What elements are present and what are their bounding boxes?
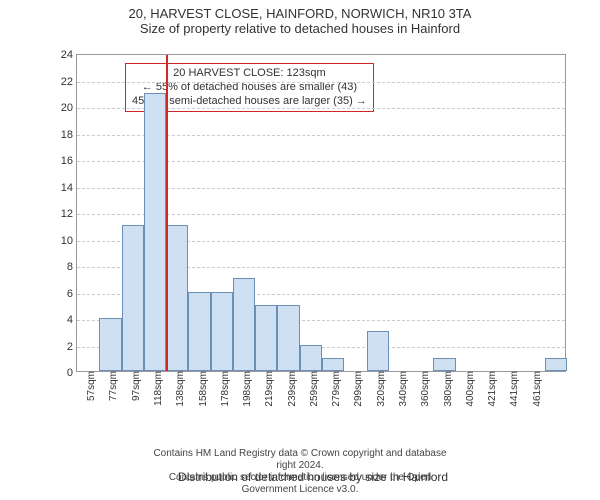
histogram-bar xyxy=(188,292,210,372)
histogram-bar xyxy=(211,292,233,372)
x-tick-label: 259sqm xyxy=(307,371,320,407)
histogram-bar xyxy=(144,93,166,371)
x-tick-label: 461sqm xyxy=(530,371,543,407)
histogram-bar xyxy=(255,305,277,371)
x-tick-label: 118sqm xyxy=(151,371,164,406)
x-tick-label: 380sqm xyxy=(441,371,454,407)
plot-area: 20 HARVEST CLOSE: 123sqm ← 55% of detach… xyxy=(76,54,566,372)
histogram-bar xyxy=(122,225,144,371)
histogram-bar xyxy=(367,331,389,371)
histogram-bar xyxy=(545,358,567,371)
x-tick-label: 219sqm xyxy=(262,371,275,407)
y-tick-label: 18 xyxy=(61,129,73,141)
x-tick-label: 360sqm xyxy=(418,371,431,407)
y-tick-label: 16 xyxy=(61,155,73,167)
y-tick-label: 6 xyxy=(67,288,73,300)
x-tick-label: 138sqm xyxy=(173,371,186,407)
histogram-chart: Number of detached properties 20 HARVEST… xyxy=(48,46,578,426)
histogram-bar xyxy=(322,358,344,371)
histogram-bar xyxy=(99,318,121,371)
gridline xyxy=(77,82,565,83)
y-tick-label: 0 xyxy=(67,367,73,379)
reference-line xyxy=(166,55,168,371)
histogram-bar xyxy=(233,278,255,371)
histogram-bar xyxy=(166,225,188,371)
x-tick-label: 239sqm xyxy=(285,371,298,407)
footer-line2: Contains public sector information licen… xyxy=(150,472,450,496)
y-tick-label: 20 xyxy=(61,102,73,114)
x-tick-label: 178sqm xyxy=(218,371,231,407)
page-title-desc: Size of property relative to detached ho… xyxy=(0,21,600,36)
histogram-bar xyxy=(433,358,455,371)
histogram-bar xyxy=(300,345,322,372)
histogram-bar xyxy=(277,305,299,371)
y-tick-label: 12 xyxy=(61,208,73,220)
x-tick-label: 77sqm xyxy=(106,371,119,401)
x-tick-label: 400sqm xyxy=(463,371,476,407)
y-tick-label: 4 xyxy=(67,314,73,326)
x-tick-label: 299sqm xyxy=(351,371,364,407)
footer-attribution: Contains HM Land Registry data © Crown c… xyxy=(150,448,450,496)
page-title-address: 20, HARVEST CLOSE, HAINFORD, NORWICH, NR… xyxy=(0,6,600,21)
x-tick-label: 441sqm xyxy=(507,371,520,407)
y-tick-label: 14 xyxy=(61,182,73,194)
y-tick-label: 2 xyxy=(67,341,73,353)
y-tick-label: 22 xyxy=(61,76,73,88)
x-tick-label: 57sqm xyxy=(84,371,97,401)
x-tick-label: 97sqm xyxy=(129,371,142,401)
x-tick-label: 421sqm xyxy=(485,371,498,407)
x-tick-label: 158sqm xyxy=(196,371,209,407)
y-tick-label: 8 xyxy=(67,261,73,273)
y-tick-label: 24 xyxy=(61,49,73,61)
x-tick-label: 320sqm xyxy=(374,371,387,407)
x-tick-label: 198sqm xyxy=(240,371,253,407)
x-tick-label: 279sqm xyxy=(329,371,342,407)
x-tick-label: 340sqm xyxy=(396,371,409,407)
y-tick-label: 10 xyxy=(61,235,73,247)
footer-line1: Contains HM Land Registry data © Crown c… xyxy=(150,448,450,472)
